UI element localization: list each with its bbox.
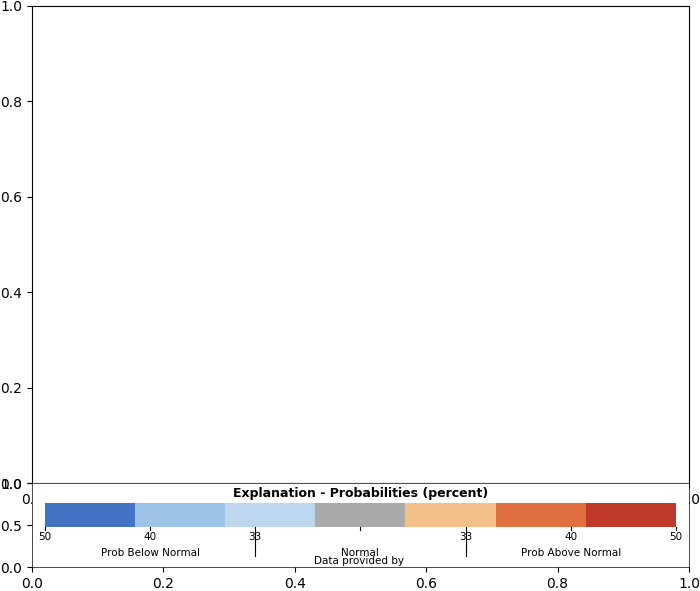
Text: 33: 33	[459, 532, 473, 542]
Text: Prob Below Normal: Prob Below Normal	[101, 548, 200, 558]
Bar	[225, 503, 315, 527]
Text: 40: 40	[144, 532, 157, 542]
Bar	[405, 503, 496, 527]
Bar	[45, 503, 135, 527]
Bar	[586, 503, 676, 527]
Bar	[135, 503, 225, 527]
Text: 33: 33	[248, 532, 262, 542]
Text: Normal: Normal	[342, 548, 379, 558]
Text: 40: 40	[564, 532, 578, 542]
Text: Explanation - Probabilities (percent): Explanation - Probabilities (percent)	[232, 487, 488, 500]
Bar	[496, 503, 586, 527]
Bar	[315, 503, 405, 527]
Text: 50: 50	[38, 532, 51, 542]
Text: 50: 50	[669, 532, 682, 542]
Text: Data provided by: Data provided by	[314, 556, 407, 566]
Text: Prob Above Normal: Prob Above Normal	[521, 548, 621, 558]
